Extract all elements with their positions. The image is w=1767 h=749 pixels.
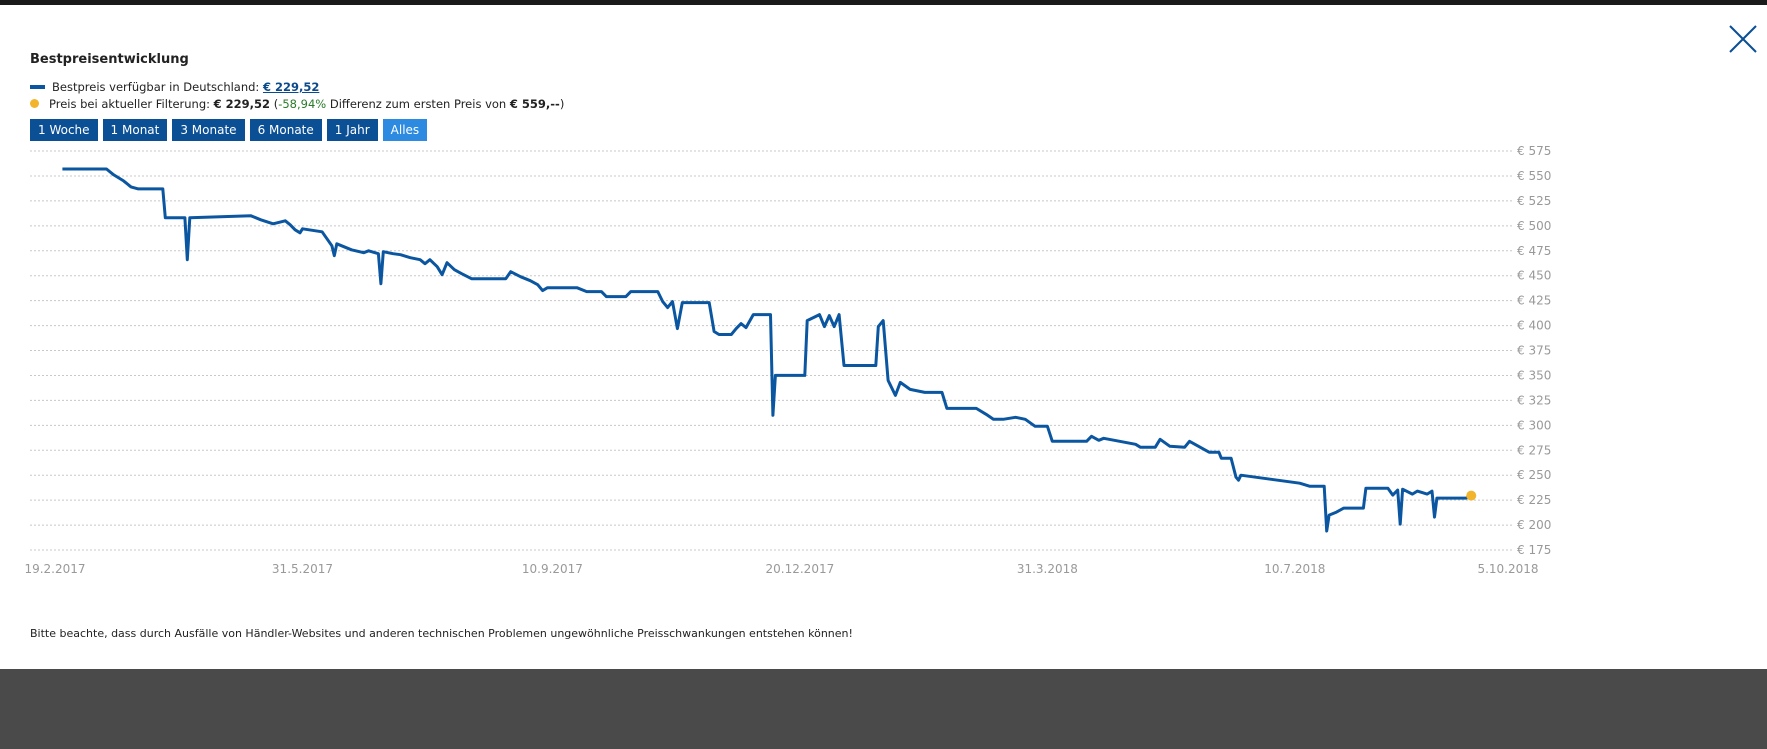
current-price-point bbox=[1466, 490, 1477, 501]
y-tick-label: € 500 bbox=[1517, 219, 1551, 233]
price-series-line bbox=[62, 167, 1472, 533]
diff-percent: -58,94% bbox=[278, 97, 327, 111]
x-tick-label: 10.9.2017 bbox=[522, 562, 583, 576]
y-tick-label: € 550 bbox=[1517, 169, 1551, 183]
y-tick-label: € 225 bbox=[1517, 493, 1551, 507]
range-button-1-year[interactable]: 1 Jahr bbox=[326, 119, 378, 141]
y-tick-label: € 375 bbox=[1517, 344, 1551, 358]
price-chart: € 575 € 550 € 525 € 500 € 475 € 450 € 425 € 400… bbox=[24, 144, 1551, 576]
y-tick-label: € 250 bbox=[1517, 468, 1551, 482]
price-history-modal: Bestpreisentwicklung Bestpreis verfügbar… bbox=[0, 5, 1767, 669]
range-button-1-week[interactable]: 1 Woche bbox=[30, 119, 98, 141]
close-icon[interactable] bbox=[1727, 23, 1759, 55]
y-tick-label: € 425 bbox=[1517, 294, 1551, 308]
diff-open: ( bbox=[270, 97, 279, 111]
range-button-1-month[interactable]: 1 Monat bbox=[102, 119, 168, 141]
line-swatch-icon bbox=[30, 84, 45, 89]
x-tick-label: 5.10.2018 bbox=[1477, 562, 1538, 576]
filtered-price: € 229,52 bbox=[213, 97, 271, 111]
diff-text: Differenz zum ersten Preis von bbox=[326, 97, 510, 111]
y-tick-label: € 575 bbox=[1517, 144, 1551, 158]
range-button-3-months[interactable]: 3 Monate bbox=[172, 119, 245, 141]
y-tick-label: € 475 bbox=[1517, 244, 1551, 258]
browser-top-strip bbox=[0, 0, 1767, 5]
legend-bestprice: Bestpreis verfügbar in Deutschland: € 22… bbox=[30, 80, 319, 94]
y-tick-label: € 175 bbox=[1517, 543, 1551, 557]
range-button-all[interactable]: Alles bbox=[382, 119, 428, 141]
range-button-6-months[interactable]: 6 Monate bbox=[249, 119, 322, 141]
y-tick-label: € 450 bbox=[1517, 269, 1551, 283]
x-tick-label: 20.12.2017 bbox=[766, 562, 835, 576]
y-tick-label: € 400 bbox=[1517, 319, 1551, 333]
y-tick-label: € 300 bbox=[1517, 418, 1551, 432]
first-price: € 559,-- bbox=[509, 97, 560, 111]
range-buttons: 1 Woche 1 Monat 3 Monate 6 Monate 1 Jahr… bbox=[30, 119, 428, 141]
legend-filtered-price: Preis bei aktueller Filterung: € 229,52 … bbox=[30, 97, 564, 111]
y-tick-label: € 275 bbox=[1517, 443, 1551, 457]
y-tick-label: € 200 bbox=[1517, 518, 1551, 532]
disclaimer-note: Bitte beachte, dass durch Ausfälle von H… bbox=[30, 627, 853, 640]
x-tick-label: 10.7.2018 bbox=[1264, 562, 1325, 576]
legend-line-label: Bestpreis verfügbar in Deutschland: bbox=[52, 80, 263, 94]
legend-dot-label: Preis bei aktueller Filterung: bbox=[49, 97, 214, 111]
bestprice-link[interactable]: € 229,52 bbox=[262, 80, 320, 94]
x-tick-label: 19.2.2017 bbox=[24, 562, 85, 576]
diff-close: ) bbox=[559, 97, 565, 111]
y-tick-label: € 350 bbox=[1517, 368, 1551, 382]
x-tick-label: 31.3.2018 bbox=[1017, 562, 1078, 576]
modal-title: Bestpreisentwicklung bbox=[30, 52, 189, 67]
y-tick-label: € 525 bbox=[1517, 194, 1551, 208]
dot-swatch-icon bbox=[30, 99, 39, 108]
y-tick-label: € 325 bbox=[1517, 393, 1551, 407]
x-tick-label: 31.5.2017 bbox=[272, 562, 333, 576]
